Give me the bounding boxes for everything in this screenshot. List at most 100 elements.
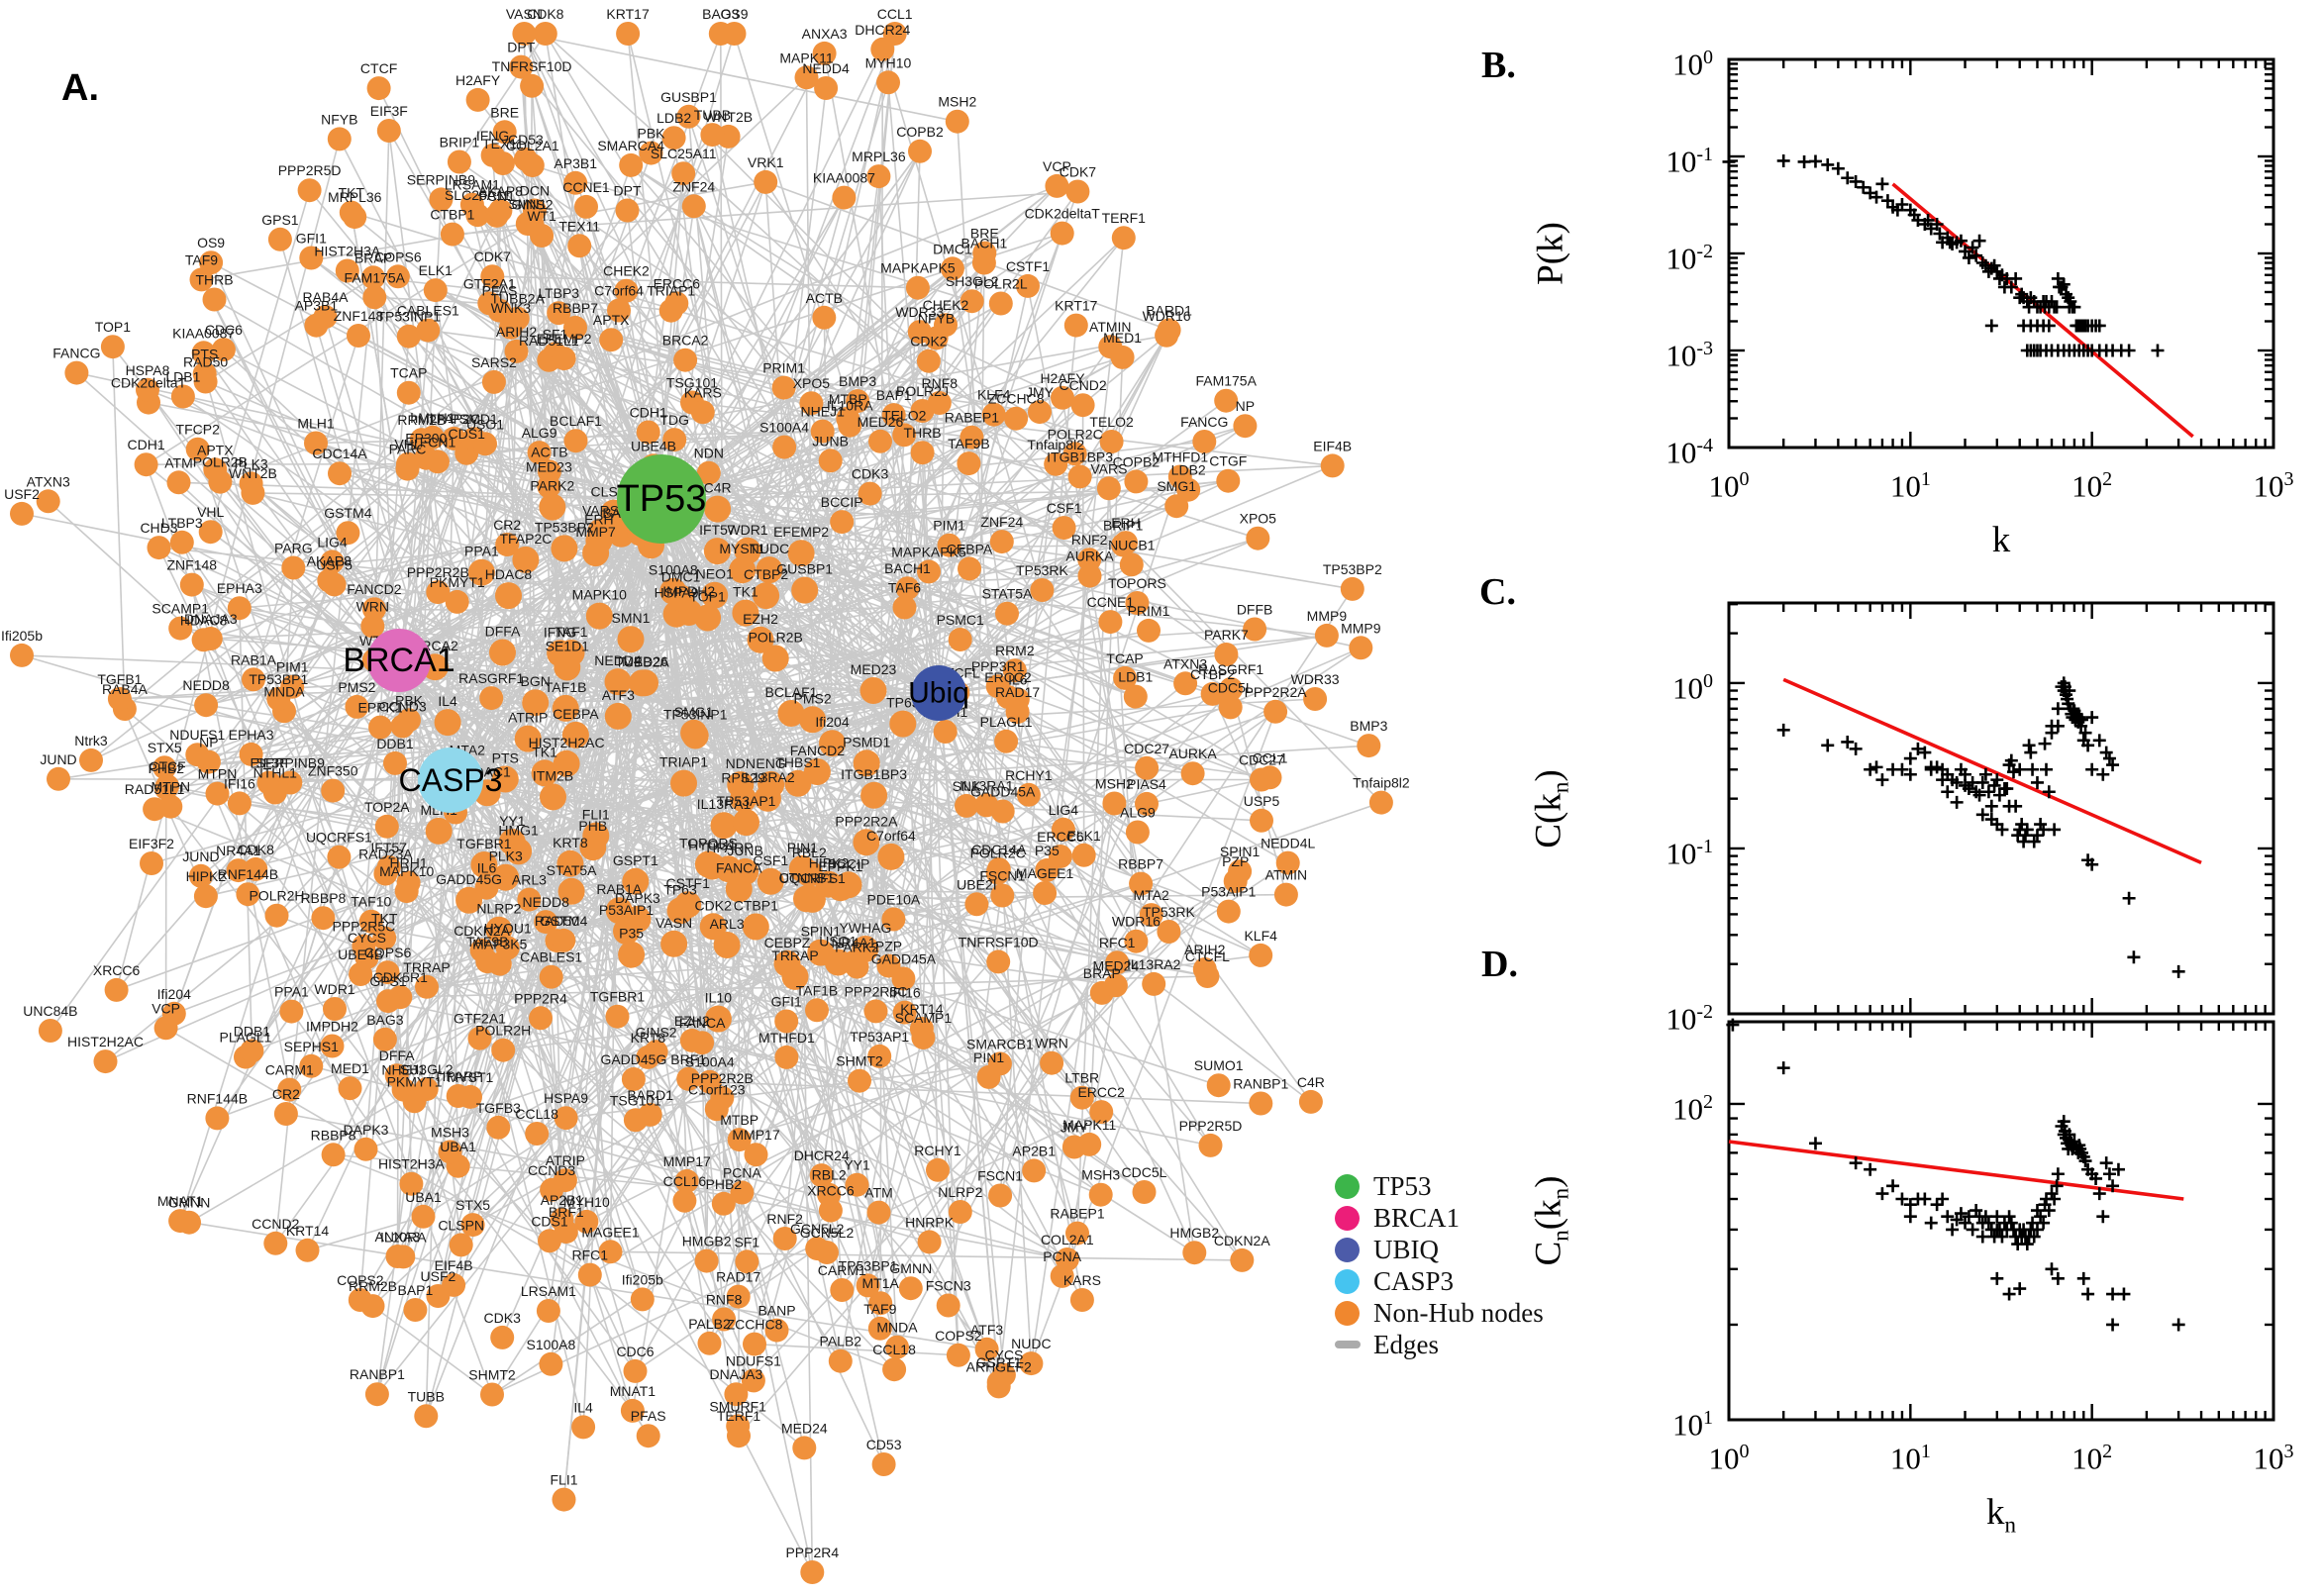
network-node[interactable]: [699, 913, 727, 941]
network-node[interactable]: [986, 949, 1011, 974]
network-node[interactable]: [552, 928, 576, 952]
network-node[interactable]: [304, 431, 328, 455]
network-node[interactable]: [1071, 843, 1096, 867]
network-node[interactable]: [666, 897, 694, 925]
network-node[interactable]: [810, 419, 835, 444]
network-node[interactable]: [892, 1000, 917, 1025]
network-node[interactable]: [358, 909, 383, 934]
network-node[interactable]: [761, 645, 789, 672]
network-node[interactable]: [585, 527, 613, 554]
network-node[interactable]: [747, 626, 774, 653]
network-node[interactable]: [989, 530, 1014, 554]
network-node[interactable]: [1173, 671, 1198, 696]
network-node[interactable]: [860, 781, 888, 809]
network-node[interactable]: [394, 879, 419, 904]
network-node[interactable]: [863, 999, 888, 1024]
network-node[interactable]: [960, 425, 984, 449]
network-node[interactable]: [1002, 658, 1027, 683]
network-node[interactable]: [561, 721, 589, 748]
network-node[interactable]: [711, 1191, 736, 1216]
network-node[interactable]: [948, 628, 972, 651]
network-node[interactable]: [372, 1027, 397, 1051]
network-node[interactable]: [1004, 406, 1029, 431]
network-node[interactable]: [567, 234, 592, 258]
network-node[interactable]: [477, 291, 502, 316]
network-node[interactable]: [479, 686, 504, 711]
network-node[interactable]: [621, 1067, 646, 1091]
network-node[interactable]: [376, 855, 401, 879]
network-node[interactable]: [674, 1168, 699, 1193]
network-node[interactable]: [574, 1209, 599, 1234]
network-node[interactable]: [527, 441, 552, 465]
network-node[interactable]: [895, 576, 920, 601]
network-node[interactable]: [498, 315, 523, 340]
network-node[interactable]: [809, 1163, 834, 1188]
network-node[interactable]: [758, 770, 785, 798]
network-node[interactable]: [774, 1045, 799, 1069]
network-node[interactable]: [756, 556, 783, 584]
network-node[interactable]: [660, 930, 688, 957]
network-node[interactable]: [336, 521, 360, 546]
network-node[interactable]: [672, 1188, 697, 1213]
network-node[interactable]: [753, 582, 780, 610]
network-node[interactable]: [227, 791, 252, 816]
network-node[interactable]: [868, 429, 892, 453]
network-node[interactable]: [375, 960, 400, 985]
network-node[interactable]: [744, 1143, 768, 1167]
network-node[interactable]: [563, 429, 588, 453]
network-node[interactable]: [474, 875, 499, 900]
network-node[interactable]: [557, 877, 585, 905]
network-node[interactable]: [1067, 464, 1092, 489]
network-node[interactable]: [632, 669, 658, 697]
network-node[interactable]: [881, 907, 906, 932]
network-node[interactable]: [539, 964, 563, 989]
network-node[interactable]: [732, 599, 759, 627]
network-node[interactable]: [328, 461, 352, 486]
network-node[interactable]: [374, 814, 399, 839]
network-node[interactable]: [713, 932, 741, 958]
network-node[interactable]: [799, 391, 824, 416]
network-node[interactable]: [361, 597, 386, 622]
network-node[interactable]: [735, 1249, 759, 1274]
network-node[interactable]: [838, 413, 862, 438]
network-node[interactable]: [327, 845, 352, 869]
network-node[interactable]: [1033, 881, 1058, 905]
network-node[interactable]: [397, 708, 421, 733]
network-node[interactable]: [554, 1106, 578, 1131]
network-node[interactable]: [981, 402, 1006, 427]
network-node[interactable]: [985, 674, 1010, 699]
network-node[interactable]: [704, 1097, 729, 1122]
network-node[interactable]: [504, 339, 529, 363]
network-node[interactable]: [733, 809, 759, 837]
network-node[interactable]: [498, 829, 526, 855]
network-node[interactable]: [690, 400, 715, 425]
network-node[interactable]: [727, 1128, 752, 1152]
network-node[interactable]: [552, 347, 576, 371]
network-node[interactable]: [696, 460, 721, 485]
network-node[interactable]: [579, 834, 607, 861]
network-node[interactable]: [927, 391, 952, 415]
network-node[interactable]: [473, 432, 497, 456]
network-node[interactable]: [1098, 610, 1123, 635]
network-node[interactable]: [321, 778, 346, 803]
network-node[interactable]: [905, 275, 930, 300]
network-node[interactable]: [475, 949, 500, 974]
network-node[interactable]: [891, 966, 916, 991]
network-node[interactable]: [858, 481, 882, 506]
network-node[interactable]: [715, 855, 743, 883]
network-node[interactable]: [771, 375, 796, 400]
network-node[interactable]: [352, 934, 376, 958]
network-node[interactable]: [376, 989, 400, 1014]
network-node[interactable]: [957, 451, 981, 476]
network-node[interactable]: [540, 783, 566, 811]
network-node[interactable]: [848, 1068, 871, 1093]
network-node[interactable]: [1137, 618, 1161, 643]
network-node[interactable]: [772, 435, 797, 459]
network-node[interactable]: [974, 793, 999, 818]
network-node[interactable]: [495, 582, 522, 610]
network-node[interactable]: [703, 538, 731, 565]
network-node[interactable]: [345, 694, 369, 719]
network-node[interactable]: [818, 1198, 843, 1223]
network-node[interactable]: [623, 1108, 648, 1133]
network-node[interactable]: [892, 595, 917, 620]
